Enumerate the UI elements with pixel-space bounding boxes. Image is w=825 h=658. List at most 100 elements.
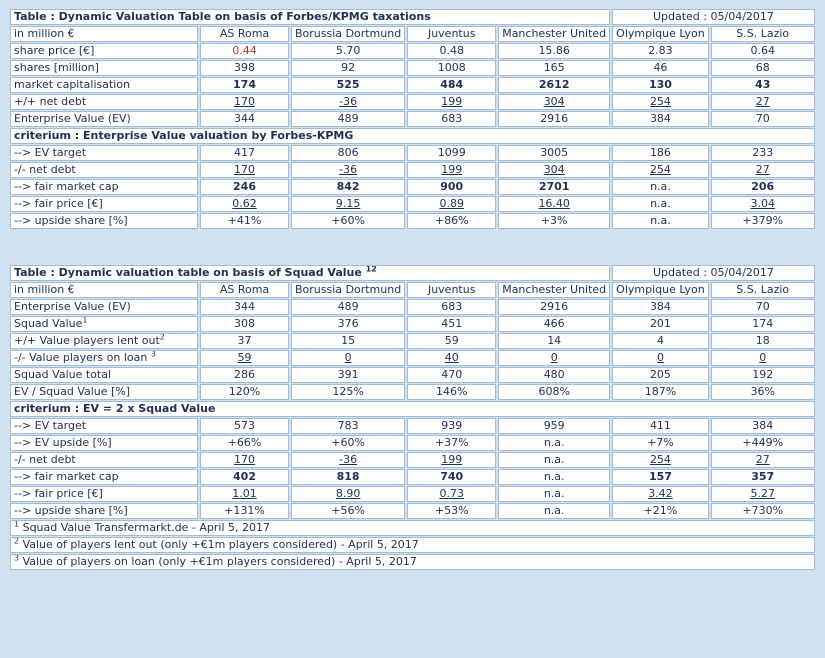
row-label-text: Squad Value (14, 317, 83, 330)
cell-value-text: 0.73 (439, 487, 464, 500)
row-label: --> fair market cap (10, 469, 198, 485)
cell-value: 480 (498, 367, 611, 383)
cell-value-text: 3.42 (648, 487, 673, 500)
cell-value-text: 959 (543, 419, 565, 432)
cell-value-text: 357 (751, 470, 775, 483)
footnote: 2 Value of players lent out (only +€1m p… (10, 537, 815, 553)
cell-value: 199 (407, 452, 497, 468)
cell-value: 46 (612, 60, 709, 76)
cell-value-text: 484 (440, 78, 464, 91)
cell-value-text: 384 (649, 300, 671, 313)
cell-value: 146% (407, 384, 497, 400)
cell-value-text: +379% (742, 214, 784, 227)
cell-value-text: -36 (339, 453, 358, 466)
cell-value: +53% (407, 503, 497, 519)
cell-value-text: n.a. (543, 436, 565, 449)
footnote-text: Squad Value Transfermarkt.de - April 5, … (19, 521, 270, 534)
footnote-number: 3 (14, 554, 20, 563)
cell-value: 5.27 (710, 486, 815, 502)
cell-value: 484 (407, 77, 497, 93)
cell-value: 36% (710, 384, 815, 400)
cell-value-text: 201 (649, 317, 671, 330)
cell-value-text: 384 (752, 419, 774, 432)
cell-value-text: 27 (755, 95, 770, 108)
cell-value: 0.64 (710, 43, 815, 59)
cell-value: 1099 (407, 145, 497, 161)
title-footnote-ref: 12 (365, 265, 377, 274)
table-row: -/- Value players on loan 3 59 0 40 0 0 0 (10, 350, 815, 366)
cell-value-text: n.a. (650, 214, 671, 227)
cell-value-text: 480 (543, 368, 565, 381)
column-header-as-roma: AS Roma (200, 282, 289, 298)
cell-value: 170 (200, 94, 289, 110)
cell-value: 3005 (498, 145, 611, 161)
cell-value-text: 27 (755, 163, 770, 176)
cell-value-text: 0 (656, 351, 664, 364)
table-row: +/+ Value players lent out2 37 15 59 14 4 18 (10, 333, 815, 349)
cell-value: 43 (710, 77, 815, 93)
cell-value-text: 170 (234, 163, 255, 176)
cell-value-text: 0.44 (232, 44, 257, 57)
cell-value-text: 68 (755, 61, 770, 74)
cell-value-text: n.a. (543, 453, 565, 466)
table-row: --> fair price [€] 1.01 8.90 0.73 n.a. 3.42 5.… (10, 486, 815, 502)
unit-label: in million € (10, 26, 198, 42)
cell-value-text: 0.89 (439, 197, 464, 210)
cell-value: n.a. (498, 486, 611, 502)
cell-value-text: +56% (331, 504, 365, 517)
cell-value-text: 5.70 (335, 44, 361, 57)
cell-value: 27 (710, 452, 815, 468)
cell-value-text: 0.62 (232, 197, 257, 210)
cell-value: 466 (498, 316, 611, 332)
cell-value: 205 (612, 367, 709, 383)
cell-value-text: n.a. (543, 504, 565, 517)
column-header-manchester-united: Manchester United (498, 282, 611, 298)
cell-value-text: 8.90 (335, 487, 361, 500)
row-label: -/- net debt (10, 452, 198, 468)
cell-value-text: 192 (752, 368, 774, 381)
cell-value-text: 398 (234, 61, 255, 74)
cell-value-text: 206 (751, 180, 775, 193)
column-header-manchester-united: Manchester United (498, 26, 611, 42)
cell-value: 818 (291, 469, 406, 485)
cell-value-text: 417 (234, 146, 255, 159)
cell-value: 254 (612, 452, 709, 468)
table-title: Table : Dynamic valuation table on basis… (10, 265, 611, 281)
cell-value: 573 (200, 418, 289, 434)
cell-value-text: 92 (341, 61, 356, 74)
cell-value-text: 411 (649, 419, 671, 432)
cell-value-text: 15 (341, 334, 356, 347)
cell-value-text: 14 (547, 334, 562, 347)
table-row: criterium : EV = 2 x Squad Value (10, 401, 815, 417)
row-label: +/+ net debt (10, 94, 198, 110)
cell-value-text: +60% (331, 214, 365, 227)
cell-value: 246 (200, 179, 289, 195)
cell-value: 174 (710, 316, 815, 332)
cell-value-text: 174 (233, 78, 256, 91)
cell-value-text: 16.40 (538, 197, 570, 210)
cell-value: 0.62 (200, 196, 289, 212)
column-header-row: in million € AS Roma Borussia Dortmund Juve… (10, 282, 815, 298)
column-header-borussia-dortmund: Borussia Dortmund (291, 26, 406, 42)
cell-value: 384 (612, 299, 709, 315)
cell-value-text: n.a. (650, 180, 671, 193)
row-label-text: --> EV target (14, 419, 87, 432)
cell-value: 254 (612, 94, 709, 110)
cell-value-text: 125% (332, 385, 364, 398)
table-title-text: Table : Dynamic valuation table on basis… (14, 266, 362, 279)
table-row: --> fair market cap 402 818 740 n.a. 157 357 (10, 469, 815, 485)
row-label-text: +/+ net debt (14, 95, 87, 108)
row-label: -/- net debt (10, 162, 198, 178)
cell-value-text: 286 (234, 368, 255, 381)
cell-value-text: 170 (234, 453, 255, 466)
footnote-row: 1 Squad Value Transfermarkt.de - April 5… (10, 520, 815, 536)
cell-value: 402 (200, 469, 289, 485)
cell-value-text: 157 (648, 470, 672, 483)
cell-value-text: 3005 (540, 146, 569, 159)
cell-value-text: +66% (227, 436, 262, 449)
footnote-number: 2 (14, 537, 20, 546)
cell-value-text: 187% (644, 385, 677, 398)
cell-value-text: 70 (755, 112, 770, 125)
cell-value: +7% (612, 435, 709, 451)
cell-value: 525 (291, 77, 406, 93)
